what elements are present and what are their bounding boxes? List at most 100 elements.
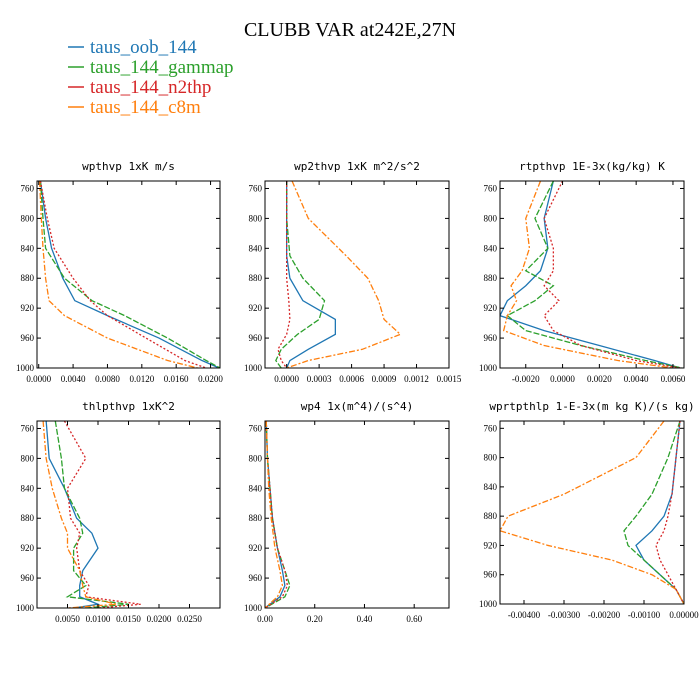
y-tick-label: 1000 xyxy=(479,599,498,609)
x-tick-label: 0.0100 xyxy=(86,614,111,624)
series-line-taus_144_gammap xyxy=(506,181,683,368)
y-tick-label: 760 xyxy=(484,183,498,193)
y-tick-label: 800 xyxy=(484,453,498,463)
x-tick-label: 0.40 xyxy=(357,614,373,624)
x-tick-label: 0.0006 xyxy=(339,374,364,384)
y-tick-label: 840 xyxy=(484,243,498,253)
y-tick-label: 760 xyxy=(249,183,263,193)
y-tick-label: 800 xyxy=(249,213,263,223)
x-tick-label: 0.0150 xyxy=(116,614,141,624)
series-line-taus_144_n2thp xyxy=(63,421,141,608)
panel-title: wp4 1x(m^4)/(s^4) xyxy=(301,400,414,413)
series-line-taus_144_gammap xyxy=(623,421,684,604)
series-line-taus_oob_144 xyxy=(39,181,220,368)
x-tick-label: 0.0012 xyxy=(404,374,429,384)
panel-frame xyxy=(36,180,221,369)
y-tick-label: 880 xyxy=(484,511,498,521)
panel-1: wpthvp 1xK m/s76080084088092096010000.00… xyxy=(16,160,223,384)
series-line-taus_oob_144 xyxy=(635,421,684,604)
series-line-taus_oob_144 xyxy=(500,181,681,368)
y-tick-label: 920 xyxy=(249,543,263,553)
y-tick-label: 880 xyxy=(249,513,263,523)
x-tick-label: -0.00400 xyxy=(508,610,541,620)
x-tick-label: 0.0000 xyxy=(274,374,299,384)
y-tick-label: 760 xyxy=(21,423,35,433)
panel-title: wprtpthlp 1-E-3x(m kg K)/(s kg) xyxy=(489,400,694,413)
x-tick-label: -0.00300 xyxy=(548,610,581,620)
y-tick-label: 960 xyxy=(21,573,35,583)
y-tick-label: 880 xyxy=(21,513,35,523)
y-tick-label: 800 xyxy=(249,453,263,463)
series-line-taus_144_c8m xyxy=(38,181,198,368)
y-tick-label: 800 xyxy=(21,213,35,223)
y-tick-label: 960 xyxy=(249,573,263,583)
panel-2: wp2thvp 1xK m^2/s^2 760 800 840 880 920 960 100… xyxy=(244,160,462,384)
y-tick-label: 1000 xyxy=(479,363,498,373)
legend: taus_oob_144taus_144_gammaptaus_144_n2th… xyxy=(68,37,234,118)
legend-label: taus_144_n2thp xyxy=(90,77,211,98)
panel-3: rtpthvp 1E-3x(kg/kg) K 760 800 840 880 920 960… xyxy=(479,160,686,384)
x-tick-label: -0.0020 xyxy=(512,374,540,384)
y-tick-label: 920 xyxy=(21,303,35,313)
x-tick-label: 0.0250 xyxy=(177,614,202,624)
y-tick-label: 960 xyxy=(21,333,35,343)
y-tick-label: 840 xyxy=(484,482,498,492)
panel-6: wprtpthlp 1-E-3x(m kg K)/(s kg) 760 800 840… xyxy=(479,400,699,620)
series-line-taus_144_n2thp xyxy=(543,181,681,368)
x-tick-label: 0.0000 xyxy=(550,374,575,384)
panel-title: wpthvp 1xK m/s xyxy=(82,160,175,173)
y-tick-label: 800 xyxy=(21,453,35,463)
series-line-taus_144_gammap xyxy=(275,181,326,368)
series-line-taus_144_gammap xyxy=(54,421,129,608)
series-line-taus_144_n2thp xyxy=(655,421,684,604)
y-tick-label: 760 xyxy=(484,423,498,433)
panel-frame xyxy=(264,420,450,609)
y-tick-label: 760 xyxy=(249,423,263,433)
x-tick-label: 0.00 xyxy=(257,614,273,624)
y-tick-label: 1000 xyxy=(244,363,263,373)
series-line-taus_144_c8m xyxy=(265,421,284,608)
panel-title: rtpthvp 1E-3x(kg/kg) K xyxy=(519,160,665,173)
y-tick-label: 920 xyxy=(484,303,498,313)
panel-title: wp2thvp 1xK m^2/s^2 xyxy=(294,160,420,173)
panel-frame xyxy=(264,180,450,369)
x-tick-label: 0.0060 xyxy=(661,374,686,384)
x-tick-label: -0.00200 xyxy=(588,610,621,620)
series-line-taus_144_n2thp xyxy=(277,181,291,368)
x-tick-label: 0.00000 xyxy=(669,610,699,620)
x-tick-label: 0.0000 xyxy=(26,374,51,384)
y-tick-label: 880 xyxy=(21,273,35,283)
y-tick-label: 840 xyxy=(249,483,263,493)
x-tick-label: 0.0040 xyxy=(61,374,86,384)
panel-4: thlpthvp 1xK^2 760 800 840 880 920 960 1000 0.00… xyxy=(16,400,221,624)
series-line-taus_144_gammap xyxy=(39,181,220,368)
y-tick-label: 960 xyxy=(249,333,263,343)
y-tick-label: 1000 xyxy=(16,603,35,613)
y-tick-label: 1000 xyxy=(244,603,263,613)
x-tick-label: 0.0200 xyxy=(147,614,172,624)
x-tick-label: 0.0120 xyxy=(129,374,154,384)
series-line-taus_144_c8m xyxy=(286,181,402,368)
x-tick-label: 0.20 xyxy=(307,614,323,624)
figure-title: CLUBB VAR at242E,27N xyxy=(244,19,456,41)
series-line-taus_oob_144 xyxy=(45,421,101,608)
y-tick-label: 960 xyxy=(484,570,498,580)
y-tick-label: 960 xyxy=(484,333,498,343)
series-line-taus_144_c8m xyxy=(500,421,684,604)
x-tick-label: 0.0003 xyxy=(307,374,332,384)
x-tick-label: 0.0015 xyxy=(437,374,462,384)
x-tick-label: 0.0160 xyxy=(164,374,189,384)
x-tick-label: 0.0040 xyxy=(624,374,649,384)
x-tick-label: 0.0080 xyxy=(95,374,120,384)
y-tick-label: 840 xyxy=(21,483,35,493)
panels: wpthvp 1xK m/s76080084088092096010000.00… xyxy=(16,160,699,624)
y-tick-label: 1000 xyxy=(16,363,35,373)
x-tick-label: 0.0200 xyxy=(198,374,223,384)
y-tick-label: 840 xyxy=(249,243,263,253)
legend-label: taus_144_c8m xyxy=(90,97,201,118)
series-line-taus_144_n2thp xyxy=(39,181,207,368)
series-line-taus_144_c8m xyxy=(502,181,674,368)
y-tick-label: 760 xyxy=(21,183,35,193)
legend-label: taus_oob_144 xyxy=(90,37,197,58)
